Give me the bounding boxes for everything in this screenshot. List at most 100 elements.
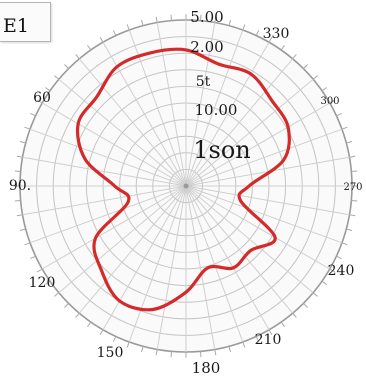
radial-label: 5t	[196, 74, 211, 90]
outer-tick	[141, 19, 144, 26]
outer-tick	[312, 292, 318, 297]
outer-tick	[54, 75, 60, 80]
outer-tick	[112, 336, 117, 342]
grid-spoke	[29, 185, 187, 244]
grid-spoke	[41, 185, 187, 270]
outer-tick	[16, 214, 23, 217]
data-point	[232, 266, 235, 270]
data-point	[77, 122, 80, 125]
outer-tick	[346, 141, 353, 144]
grid-spoke	[22, 185, 187, 216]
outer-tick	[321, 87, 327, 92]
outer-tick	[280, 321, 285, 327]
outer-tick	[75, 312, 80, 318]
grid-spoke	[185, 41, 270, 187]
radial-label: 10.00	[195, 101, 238, 119]
data-point	[100, 269, 103, 272]
corner-tag-box: E1	[0, 2, 51, 42]
outer-tick	[126, 24, 130, 31]
outer-tick	[351, 170, 358, 172]
grid-spoke	[41, 102, 187, 187]
grid-spoke	[185, 22, 216, 187]
outer-tick	[87, 45, 92, 51]
angle-label: 330	[263, 26, 290, 42]
outer-tick	[242, 341, 246, 348]
angle-label: 210	[255, 332, 282, 348]
label-layer: 330 300 270 240 210 180 150 120 90. 60 5.00 2.00 5t 1…	[9, 8, 363, 377]
outer-tick	[351, 200, 358, 202]
center-dot	[183, 183, 189, 189]
outer-tick	[321, 280, 327, 285]
outer-tick	[54, 292, 60, 297]
outer-tick	[45, 87, 51, 92]
grid-spoke	[185, 185, 270, 331]
outer-tick	[336, 255, 342, 260]
data-point	[247, 184, 251, 188]
outer-tick	[336, 112, 342, 117]
outer-tick	[64, 64, 69, 69]
outer-tick	[30, 255, 36, 260]
outer-tick	[292, 54, 297, 60]
grid-spoke	[185, 185, 314, 294]
angle-label: 240	[328, 263, 355, 279]
grid-spoke	[22, 156, 187, 187]
data-point	[286, 125, 290, 129]
outer-tick	[312, 75, 318, 80]
data-point	[115, 65, 119, 68]
outer-tick	[141, 346, 144, 353]
data-point	[249, 72, 252, 76]
outer-tick	[87, 321, 92, 327]
outer-tick	[99, 329, 104, 336]
data-point	[249, 249, 252, 252]
outer-tick	[303, 64, 308, 69]
outer-tick	[75, 54, 80, 60]
outer-tick	[200, 351, 202, 358]
grid-spoke	[185, 102, 331, 187]
outer-tick	[214, 349, 217, 356]
outer-tick	[228, 346, 231, 353]
outer-tick	[329, 99, 336, 104]
data-point	[113, 184, 116, 188]
outer-tick	[268, 329, 273, 336]
angle-label: 270	[343, 182, 362, 193]
data-point	[118, 299, 121, 303]
angle-label: 60	[33, 90, 51, 106]
grid-spoke	[185, 58, 294, 187]
data-point	[273, 236, 277, 239]
grid-spoke	[156, 185, 187, 350]
outer-tick	[242, 24, 246, 31]
grid-spoke	[78, 58, 187, 187]
outer-tick	[36, 268, 43, 273]
outer-tick	[30, 112, 36, 117]
outer-tick	[64, 303, 69, 308]
data-point	[83, 157, 87, 161]
data-point	[239, 199, 242, 202]
corner-tag: E1	[3, 15, 29, 37]
outer-tick	[19, 228, 26, 231]
data-point	[151, 308, 155, 311]
radial-label: 2.00	[190, 38, 223, 56]
outer-tick	[200, 14, 202, 21]
data-point	[94, 237, 97, 240]
chart-annotation: 1son	[193, 136, 251, 164]
outer-tick	[349, 214, 356, 217]
outer-tick	[24, 126, 31, 130]
grid-spoke	[185, 185, 244, 343]
grid-spoke	[185, 185, 343, 244]
angle-label: 90.	[9, 178, 31, 194]
outer-tick	[155, 349, 158, 356]
outer-tick	[341, 242, 348, 246]
outer-tick	[214, 16, 217, 23]
outer-tick	[303, 303, 308, 308]
grid-spoke	[185, 185, 294, 314]
data-point	[270, 99, 273, 102]
angle-label: 180	[192, 359, 221, 377]
data-point	[127, 200, 130, 203]
outer-tick	[45, 280, 51, 285]
outer-tick	[155, 16, 158, 23]
outer-tick	[170, 351, 172, 358]
outer-tick	[126, 341, 130, 348]
outer-tick	[346, 228, 353, 231]
polar-grid	[14, 14, 358, 358]
outer-tick	[349, 155, 356, 158]
